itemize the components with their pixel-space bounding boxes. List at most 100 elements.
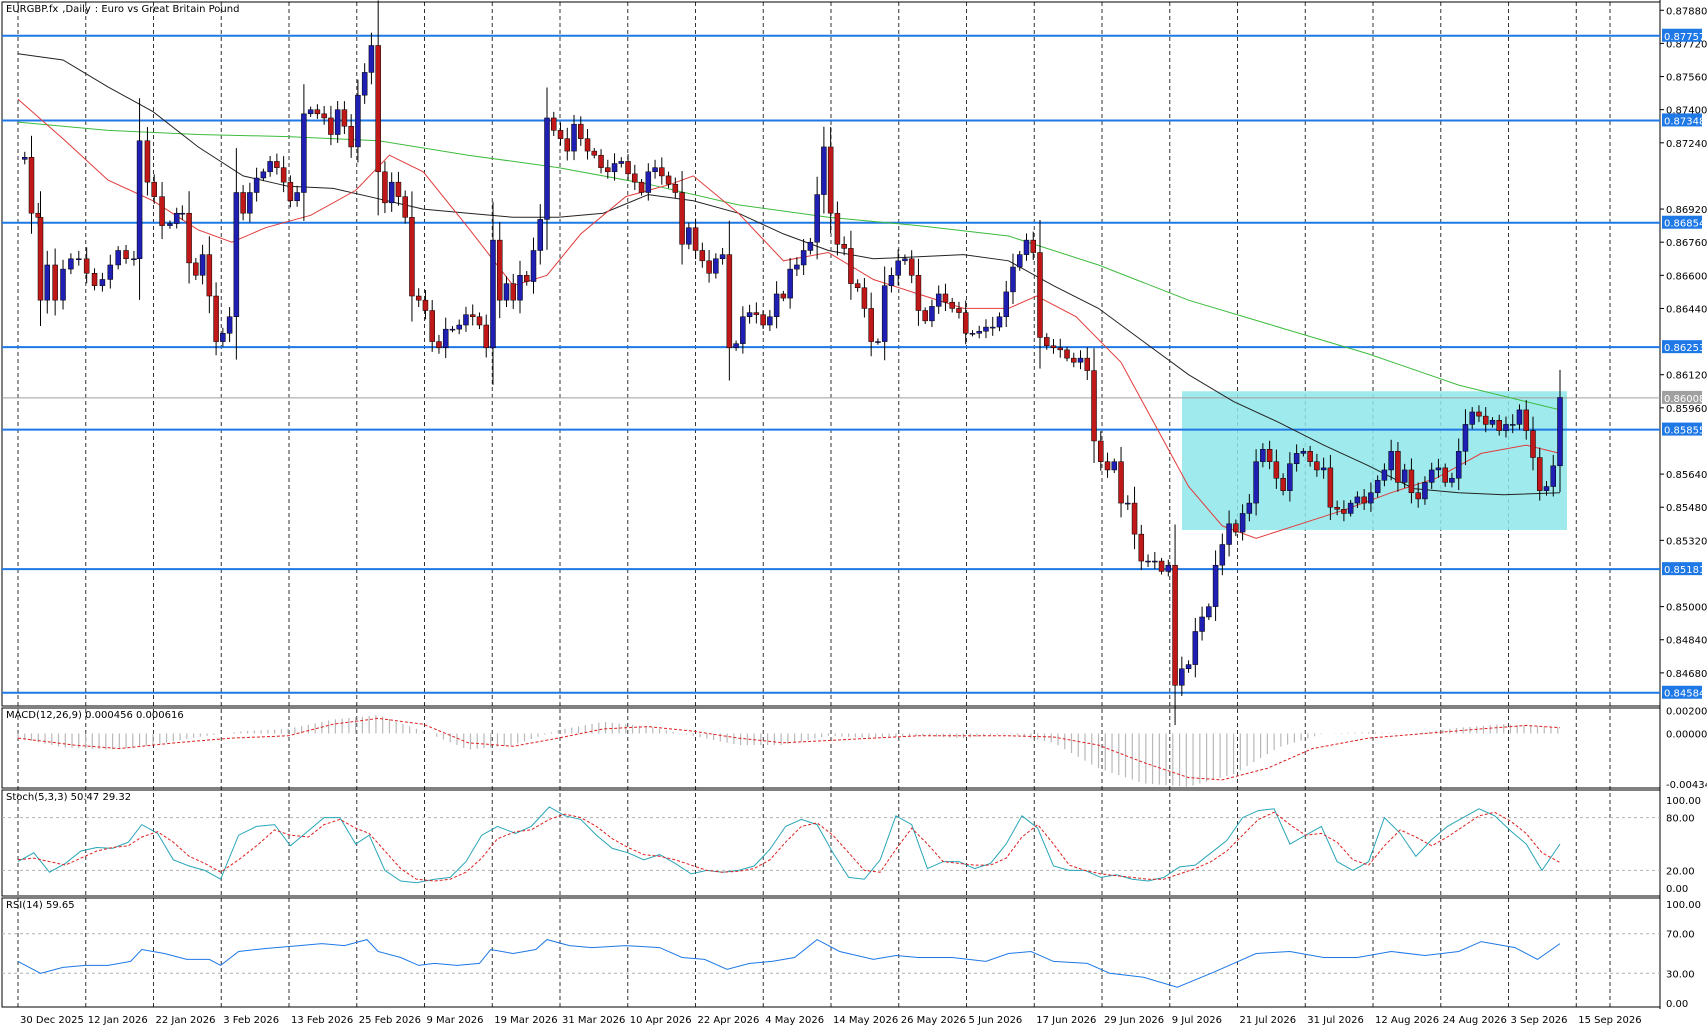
- bear-candle: [469, 314, 476, 317]
- bull-candle: [800, 250, 807, 266]
- bear-candle: [321, 113, 327, 119]
- price-tick-label: 0.85960: [1666, 404, 1707, 415]
- bear-candle: [632, 173, 638, 183]
- bear-candle: [1307, 451, 1313, 462]
- bear-candle: [1334, 506, 1340, 510]
- ma-mid-line: [17, 53, 1561, 496]
- bear-candle: [861, 287, 868, 309]
- bear-candle: [564, 138, 571, 152]
- bear-candle: [328, 117, 334, 135]
- bear-candle: [1044, 337, 1050, 346]
- date-tick-label: 5 Jun 2026: [969, 1015, 1023, 1026]
- bull-candle: [1368, 492, 1374, 504]
- bear-candle: [1361, 496, 1367, 504]
- bull-candle: [713, 258, 719, 274]
- price-tick-label: 0.87400: [1666, 106, 1707, 117]
- bear-candle: [1071, 357, 1077, 363]
- bull-candle: [888, 275, 895, 286]
- date-tick-label: 31 Jul 2026: [1307, 1015, 1364, 1026]
- bull-candle: [1435, 467, 1442, 471]
- bear-candle: [625, 161, 631, 175]
- level-price-label: 0.87757: [1664, 32, 1705, 43]
- bear-candle: [1415, 492, 1421, 500]
- bear-candle: [382, 171, 388, 204]
- bull-candle: [463, 314, 469, 326]
- bear-candle: [692, 227, 699, 251]
- bear-candle: [274, 161, 280, 168]
- bear-candle: [314, 109, 321, 115]
- bull-candle: [368, 45, 375, 73]
- bull-candle: [1300, 451, 1307, 454]
- level-price-tag: [1662, 422, 1702, 436]
- bull-candle: [1219, 544, 1226, 566]
- bear-candle: [868, 308, 874, 342]
- bull-candle: [686, 227, 692, 245]
- bull-candle: [787, 268, 793, 299]
- bull-candle: [179, 212, 186, 215]
- bear-candle: [375, 45, 381, 173]
- macd-tick-label: 0.000000: [1666, 730, 1707, 741]
- bear-candle: [699, 250, 706, 262]
- bear-candle: [523, 275, 530, 282]
- level-price-tag: [1662, 562, 1702, 576]
- bull-candle: [220, 333, 226, 342]
- bull-candle: [1246, 502, 1253, 514]
- date-tick-label: 31 Mar 2026: [562, 1015, 625, 1026]
- bull-candle: [301, 113, 307, 193]
- bear-candle: [1476, 411, 1482, 417]
- bull-candle: [456, 324, 462, 330]
- bull-candle: [929, 306, 935, 322]
- bear-candle: [591, 150, 598, 156]
- bear-candle: [834, 212, 841, 245]
- level-price-tag: [1662, 340, 1702, 354]
- bull-candle: [935, 293, 942, 307]
- bear-candle: [510, 283, 516, 301]
- date-tick-label: 12 Jan 2026: [88, 1015, 148, 1026]
- bull-candle: [1199, 616, 1205, 632]
- bear-candle: [151, 181, 157, 197]
- rsi-tick-label: 100.00: [1666, 900, 1701, 911]
- bull-candle: [517, 275, 523, 301]
- bull-candle: [1260, 448, 1266, 462]
- bull-candle: [1077, 357, 1084, 363]
- rsi-tick-label: 0.00: [1666, 999, 1688, 1010]
- bull-candle: [814, 194, 820, 243]
- bear-candle: [827, 146, 834, 214]
- bear-candle: [341, 109, 348, 127]
- bull-candle: [1428, 469, 1435, 483]
- rsi-tick-label: 30.00: [1666, 969, 1695, 980]
- bull-candle: [1023, 239, 1030, 255]
- bear-candle: [1098, 440, 1104, 462]
- bear-candle: [91, 272, 98, 286]
- bull-candle: [1374, 480, 1381, 493]
- bull-candle: [1179, 668, 1185, 686]
- bull-candle: [875, 341, 881, 343]
- price-tick-label: 0.87560: [1666, 73, 1707, 84]
- date-tick-label: 19 Mar 2026: [494, 1015, 557, 1026]
- bear-candle: [240, 192, 246, 214]
- date-tick-label: 10 Apr 2026: [630, 1015, 692, 1026]
- bear-candle: [1523, 409, 1529, 431]
- date-tick-label: 15 Sep 2026: [1578, 1015, 1641, 1026]
- bull-candle: [1206, 606, 1212, 618]
- date-tick-label: 29 Jun 2026: [1104, 1015, 1164, 1026]
- bull-candle: [1543, 486, 1550, 491]
- bull-candle: [1503, 424, 1509, 431]
- bear-candle: [854, 283, 861, 288]
- bear-candle: [422, 299, 429, 311]
- bear-candle: [415, 295, 422, 301]
- stoch-tick-label: 20.00: [1666, 866, 1695, 877]
- bear-candle: [638, 181, 645, 193]
- bear-candle: [922, 310, 928, 322]
- bear-candle: [1395, 451, 1401, 483]
- date-tick-label: 4 May 2026: [765, 1015, 824, 1026]
- bull-candle: [1381, 469, 1388, 481]
- bull-candle: [233, 192, 240, 317]
- bull-candle: [167, 223, 173, 226]
- bull-candle: [107, 264, 114, 280]
- bear-candle: [395, 181, 402, 197]
- level-price-tag: [1662, 28, 1702, 42]
- bull-candle: [645, 171, 652, 193]
- consolidation-zone[interactable]: [1182, 391, 1567, 530]
